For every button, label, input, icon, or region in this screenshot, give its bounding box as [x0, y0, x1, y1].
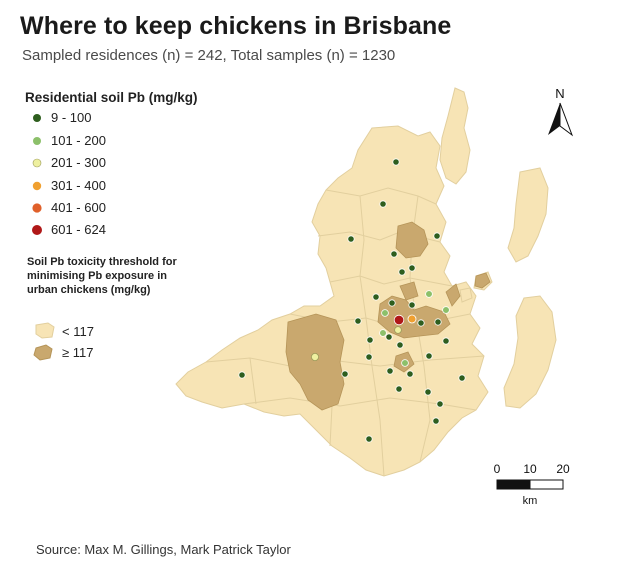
points-101-200 [379, 290, 450, 367]
legend-swatch [32, 225, 42, 235]
legend-label: 401 - 600 [51, 200, 106, 215]
legend-label: 601 - 624 [51, 222, 106, 237]
legend-threshold-item: ≥ 117 [33, 344, 93, 361]
north-patch [395, 221, 429, 259]
sample-point [310, 352, 319, 361]
legend-label: 9 - 100 [51, 110, 91, 125]
sample-point [408, 264, 416, 272]
sample-point [408, 301, 416, 309]
mainland [175, 125, 489, 477]
legend-threshold-title-line: minimising Pb exposure in [27, 270, 167, 282]
central-north [399, 281, 419, 301]
points-9-100 [238, 158, 466, 443]
legend-label: 301 - 400 [51, 178, 106, 193]
sample-point [386, 367, 394, 375]
legend-pb-item: 301 - 400 [32, 178, 106, 193]
legend-threshold-item: < 117 [35, 322, 94, 339]
sample-point [372, 293, 380, 301]
sample-point [354, 317, 362, 325]
legend-swatch [35, 322, 55, 339]
legend-soil-pb: Residential soil Pb (mg/kg) 9 - 100 101 … [25, 90, 198, 237]
sample-point [442, 337, 450, 345]
legend-pb-item: 601 - 624 [32, 222, 106, 237]
points-301-400 [407, 314, 417, 324]
sample-point [394, 326, 402, 334]
sample-point [401, 359, 409, 367]
sample-point [424, 388, 432, 396]
scale-unit: km [523, 495, 538, 507]
sample-point [388, 299, 396, 307]
sample-point [392, 158, 400, 166]
sample-point [381, 309, 389, 317]
north-arrow-icon: N [548, 86, 574, 137]
map-title: Where to keep chickens in Brisbane [20, 12, 452, 40]
legend-threshold-title-line: urban chickens (mg/kg) [27, 284, 151, 296]
sample-point [390, 250, 398, 258]
legend-swatch [32, 181, 42, 191]
legend-pb-item: 9 - 100 [33, 110, 91, 125]
sample-point [379, 329, 387, 337]
sample-point [442, 306, 450, 314]
legend-label: 101 - 200 [51, 133, 106, 148]
legend-swatch [33, 344, 53, 361]
source-credit: Source: Max M. Gillings, Mark Patrick Ta… [36, 542, 291, 557]
legend-pb-title: Residential soil Pb (mg/kg) [25, 90, 198, 105]
points-201-300 [310, 326, 402, 361]
sample-point [395, 385, 403, 393]
northern-peninsula [439, 87, 471, 185]
scale-tick-label: 20 [556, 462, 570, 476]
sample-point [432, 417, 440, 425]
legend-swatch [32, 203, 42, 213]
islet [459, 287, 473, 303]
legend-swatch [33, 114, 41, 122]
legend-label: 201 - 300 [51, 155, 106, 170]
sample-point [458, 374, 466, 382]
sample-point [365, 435, 373, 443]
legend-threshold: Soil Pb toxicity threshold for minimisin… [27, 256, 177, 361]
sample-point [398, 268, 406, 276]
sample-point [341, 370, 349, 378]
scale-bar: 0 10 20 km [494, 462, 570, 507]
sample-point [407, 314, 417, 324]
east-patch [445, 283, 461, 307]
legend-threshold-title-line: Soil Pb toxicity threshold for [27, 256, 177, 268]
scale-tick-label: 10 [523, 462, 537, 476]
coastal-strip [507, 167, 549, 263]
scale-tick-label: 0 [494, 462, 501, 476]
sample-point [425, 290, 433, 298]
sample-point [396, 341, 404, 349]
sample-point [385, 333, 393, 341]
north-label: N [555, 86, 564, 101]
legend-swatch [33, 137, 41, 145]
legend-pb-item: 401 - 600 [32, 200, 106, 215]
sample-point [436, 400, 444, 408]
western-region [285, 313, 345, 411]
sample-point [365, 353, 373, 361]
legend-pb-item: 201 - 300 [32, 155, 106, 170]
southern-island [503, 295, 557, 409]
sample-point [433, 232, 441, 240]
map-subtitle: Sampled residences (n) = 242, Total samp… [22, 47, 396, 64]
land-below-threshold [175, 87, 557, 477]
sample-point [434, 318, 442, 326]
legend-label: < 117 [62, 324, 94, 339]
bay-island-above [474, 272, 491, 289]
legend-pb-item: 101 - 200 [33, 133, 106, 148]
points-601-624 [393, 314, 405, 326]
legend-swatch [32, 158, 42, 168]
sample-point [238, 371, 246, 379]
sample-point [417, 319, 425, 327]
sample-point [366, 336, 374, 344]
sample-point [347, 235, 355, 243]
legend-label: ≥ 117 [62, 345, 93, 360]
sample-point [393, 314, 405, 326]
sample-point [425, 352, 433, 360]
sample-points [238, 158, 466, 443]
sample-point [406, 370, 414, 378]
sample-point [379, 200, 387, 208]
